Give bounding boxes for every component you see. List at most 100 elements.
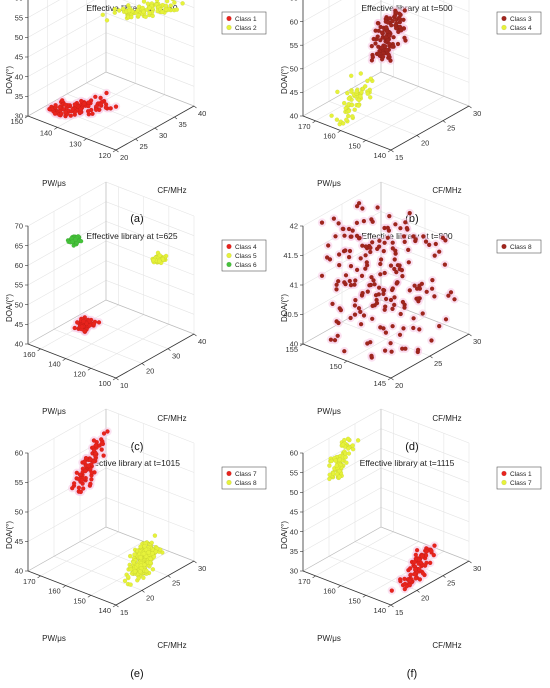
data-point <box>325 243 331 248</box>
data-point <box>343 273 349 278</box>
z-tick-label: 50 <box>15 508 23 517</box>
data-point <box>354 89 359 94</box>
data-point <box>144 568 149 574</box>
data-point <box>347 248 353 254</box>
legend-entry: Class 1 <box>510 471 532 478</box>
data-point <box>354 220 360 226</box>
legend-marker <box>501 243 507 250</box>
x-tick-label: 20 <box>146 366 154 375</box>
data-point <box>420 311 425 316</box>
data-point <box>358 321 364 327</box>
data-point <box>350 228 355 233</box>
data-point <box>404 225 410 231</box>
data-point <box>352 303 358 308</box>
data-point <box>354 203 360 209</box>
data-point <box>81 319 86 324</box>
panel-label: (c) <box>131 441 144 453</box>
data-point <box>91 447 97 453</box>
x-tick-label: 30 <box>473 337 481 346</box>
data-point <box>407 566 413 571</box>
z-tick-label: 40 <box>290 527 298 536</box>
data-point <box>147 5 152 11</box>
y-tick-label: 160 <box>323 132 336 141</box>
y-tick-label: 160 <box>323 587 336 596</box>
z-tick-label: 70 <box>15 222 23 231</box>
data-point <box>132 552 137 557</box>
z-tick-label: 35 <box>290 547 298 556</box>
data-point <box>327 463 332 468</box>
data-point <box>93 443 99 448</box>
data-point <box>336 252 342 257</box>
data-point <box>78 106 83 112</box>
data-point <box>88 481 93 487</box>
legend-entry: Class 8 <box>510 244 532 251</box>
data-point <box>70 106 75 112</box>
data-point <box>452 297 457 302</box>
data-point <box>395 41 401 47</box>
z-axis-label: DOA/(°) <box>280 294 289 322</box>
legend: Class 1 Class 7 <box>496 466 542 490</box>
data-point <box>415 296 421 301</box>
z-axis-label: DOA/(°) <box>280 66 289 94</box>
data-point <box>342 280 347 285</box>
data-point <box>391 34 396 40</box>
x-axis-label: CF/MHz <box>157 414 186 423</box>
data-point <box>142 543 147 549</box>
x-tick-label: 25 <box>447 579 455 588</box>
y-tick-label: 140 <box>48 360 61 369</box>
data-point <box>350 446 356 452</box>
legend: Class 8 <box>496 239 542 254</box>
data-point <box>370 219 375 225</box>
data-point <box>180 1 185 6</box>
data-point <box>355 438 361 443</box>
data-point <box>151 257 156 263</box>
data-point <box>368 76 374 81</box>
z-tick-label: 45 <box>290 508 298 517</box>
x-axis-line <box>390 333 470 379</box>
z-axis-label: DOA/(°) <box>5 66 14 94</box>
data-point <box>354 267 360 273</box>
x-tick-label: 30 <box>198 564 206 573</box>
legend-entry: Class 7 <box>510 480 532 487</box>
data-point <box>154 0 160 3</box>
data-point <box>402 305 407 310</box>
data-point <box>79 478 85 483</box>
legend: Class 1 Class 2 <box>221 11 267 35</box>
data-point <box>390 323 395 329</box>
legend-marker <box>501 470 507 477</box>
data-point <box>376 51 382 57</box>
z-tick-label: 60 <box>15 449 23 458</box>
data-point <box>147 10 152 16</box>
x-axis-line <box>115 333 195 379</box>
y-tick-label: 170 <box>23 577 36 586</box>
data-point <box>403 346 408 351</box>
data-point <box>63 109 68 115</box>
data-point <box>350 443 355 448</box>
legend-entry: Class 4 <box>510 25 532 32</box>
data-point <box>334 117 340 122</box>
data-point <box>424 549 430 554</box>
data-point <box>334 471 340 477</box>
data-point <box>333 234 338 239</box>
data-point <box>389 349 394 354</box>
z-tick-label: 60 <box>290 449 298 458</box>
data-point <box>382 348 388 353</box>
data-point <box>360 206 365 211</box>
data-point <box>153 549 159 554</box>
legend-marker <box>226 24 232 31</box>
z-tick-label: 40.5 <box>283 310 298 319</box>
y-axis-label: PW/μs <box>42 179 66 188</box>
data-point <box>345 436 351 442</box>
x-tick-label: 30 <box>473 109 481 118</box>
data-point <box>128 582 133 587</box>
data-point <box>359 273 365 279</box>
data-point <box>82 459 87 465</box>
data-point <box>432 543 437 548</box>
data-point <box>384 29 390 34</box>
z-tick-label: 40 <box>15 340 23 349</box>
data-point <box>382 270 387 276</box>
data-point <box>405 247 411 253</box>
y-tick-label: 150 <box>329 362 342 371</box>
legend: Class 4 Class 5 Class 6 <box>221 239 267 272</box>
data-point <box>86 100 91 105</box>
